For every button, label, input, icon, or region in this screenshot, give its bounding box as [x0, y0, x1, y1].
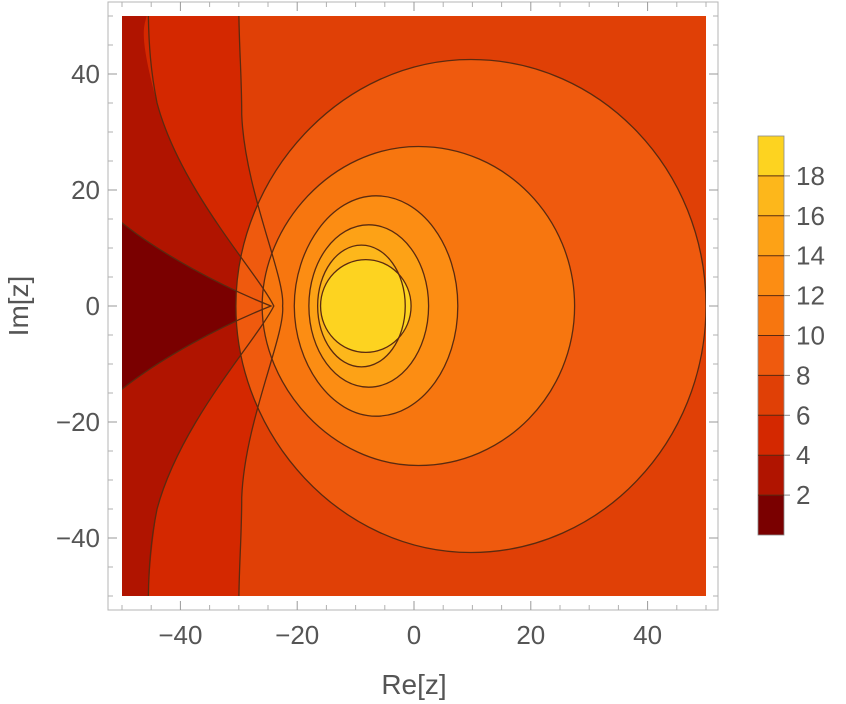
contour-line-6 — [238, 16, 284, 596]
contour-bands — [122, 16, 706, 596]
contour-line-2 — [122, 222, 273, 390]
y-tick-label: 40 — [71, 59, 100, 89]
color-legend: 2 4 6 8 10 12 14 16 18 — [757, 135, 825, 536]
y-tick-label: −20 — [56, 407, 100, 437]
legend-swatch — [758, 136, 784, 176]
contour-line-10 — [261, 145, 576, 467]
contour-band-18-20 — [320, 259, 412, 353]
contour-line-8 — [235, 58, 706, 554]
contour-line-16 — [316, 244, 406, 368]
y-axis-ticks: −40 −20 0 20 40 — [56, 15, 718, 597]
contour-line-14 — [308, 224, 430, 388]
legend-swatch — [758, 415, 784, 456]
legend-tick-label: 14 — [796, 241, 825, 271]
legend-tick-label: 18 — [796, 161, 825, 191]
legend-tick-label: 2 — [796, 480, 810, 510]
legend-swatch — [758, 255, 784, 296]
x-tick-label: 40 — [633, 620, 662, 650]
legend-tick-label: 4 — [796, 440, 810, 470]
contour-lines — [122, 16, 706, 596]
legend-swatch — [758, 335, 784, 376]
legend-tick-label: 8 — [796, 360, 810, 390]
legend-tick-label: 10 — [796, 321, 825, 351]
contour-line-4 — [147, 16, 275, 596]
legend-swatch — [758, 495, 784, 535]
contour-line-18 — [319, 258, 412, 354]
y-tick-label: 20 — [71, 175, 100, 205]
x-axis-ticks: −40 −20 0 20 40 — [121, 2, 707, 650]
y-axis-label: Im[z] — [3, 276, 34, 337]
x-axis-label: Re[z] — [381, 669, 446, 700]
legend-swatch — [758, 375, 784, 416]
x-tick-label: 0 — [407, 620, 421, 650]
contour-band-0-2 — [122, 222, 271, 390]
x-tick-label: 20 — [516, 620, 545, 650]
y-tick-label: −40 — [56, 523, 100, 553]
legend-swatch — [758, 215, 784, 256]
legend-tick-label: 12 — [796, 281, 825, 311]
legend-swatch — [758, 295, 784, 336]
y-tick-label: 0 — [86, 291, 100, 321]
legend-swatch — [758, 455, 784, 496]
contour-line-12 — [293, 195, 459, 417]
legend-tick-label: 16 — [796, 201, 825, 231]
legend-tick-label: 6 — [796, 400, 810, 430]
x-tick-label: −40 — [158, 620, 202, 650]
legend-swatch — [758, 175, 784, 216]
x-tick-label: −20 — [275, 620, 319, 650]
